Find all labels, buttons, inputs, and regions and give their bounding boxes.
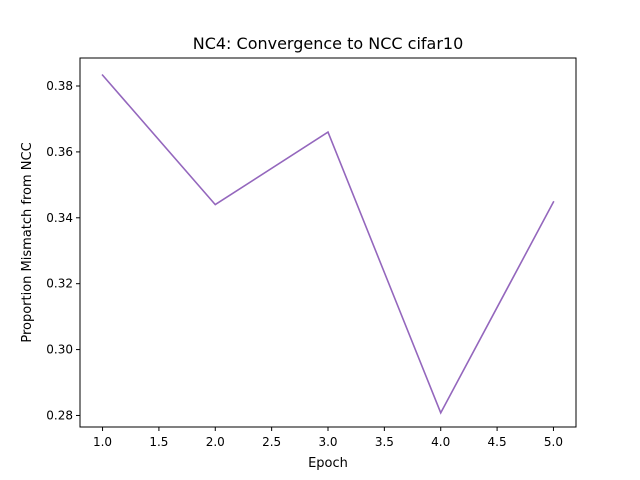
y-tick-label: 0.30 xyxy=(46,343,73,357)
x-tick-label: 4.0 xyxy=(431,435,450,449)
x-tick-label: 3.0 xyxy=(318,435,337,449)
x-tick-label: 3.5 xyxy=(375,435,394,449)
y-tick-label: 0.34 xyxy=(46,211,73,225)
x-tick-label: 1.0 xyxy=(93,435,112,449)
x-tick-label: 2.5 xyxy=(262,435,281,449)
y-tick-label: 0.32 xyxy=(46,277,73,291)
y-tick-label: 0.28 xyxy=(46,408,73,422)
y-tick-label: 0.38 xyxy=(46,79,73,93)
x-tick-label: 4.5 xyxy=(488,435,507,449)
series-line xyxy=(101,74,555,415)
y-tick-label: 0.36 xyxy=(46,145,73,159)
x-axis-label: Epoch xyxy=(308,456,348,471)
y-axis: 0.28 0.30 0.32 0.34 0.36 0.38 xyxy=(46,79,80,422)
y-axis-label: Proportion Mismatch from NCC xyxy=(20,142,35,342)
plot-area xyxy=(101,74,555,415)
x-axis: 1.0 1.5 2.0 2.5 3.0 3.5 4.0 4.5 5.0 xyxy=(93,427,563,449)
x-tick-label: 1.5 xyxy=(149,435,168,449)
chart-title: NC4: Convergence to NCC cifar10 xyxy=(193,34,464,53)
x-tick-label: 2.0 xyxy=(206,435,225,449)
x-tick-label: 5.0 xyxy=(544,435,563,449)
